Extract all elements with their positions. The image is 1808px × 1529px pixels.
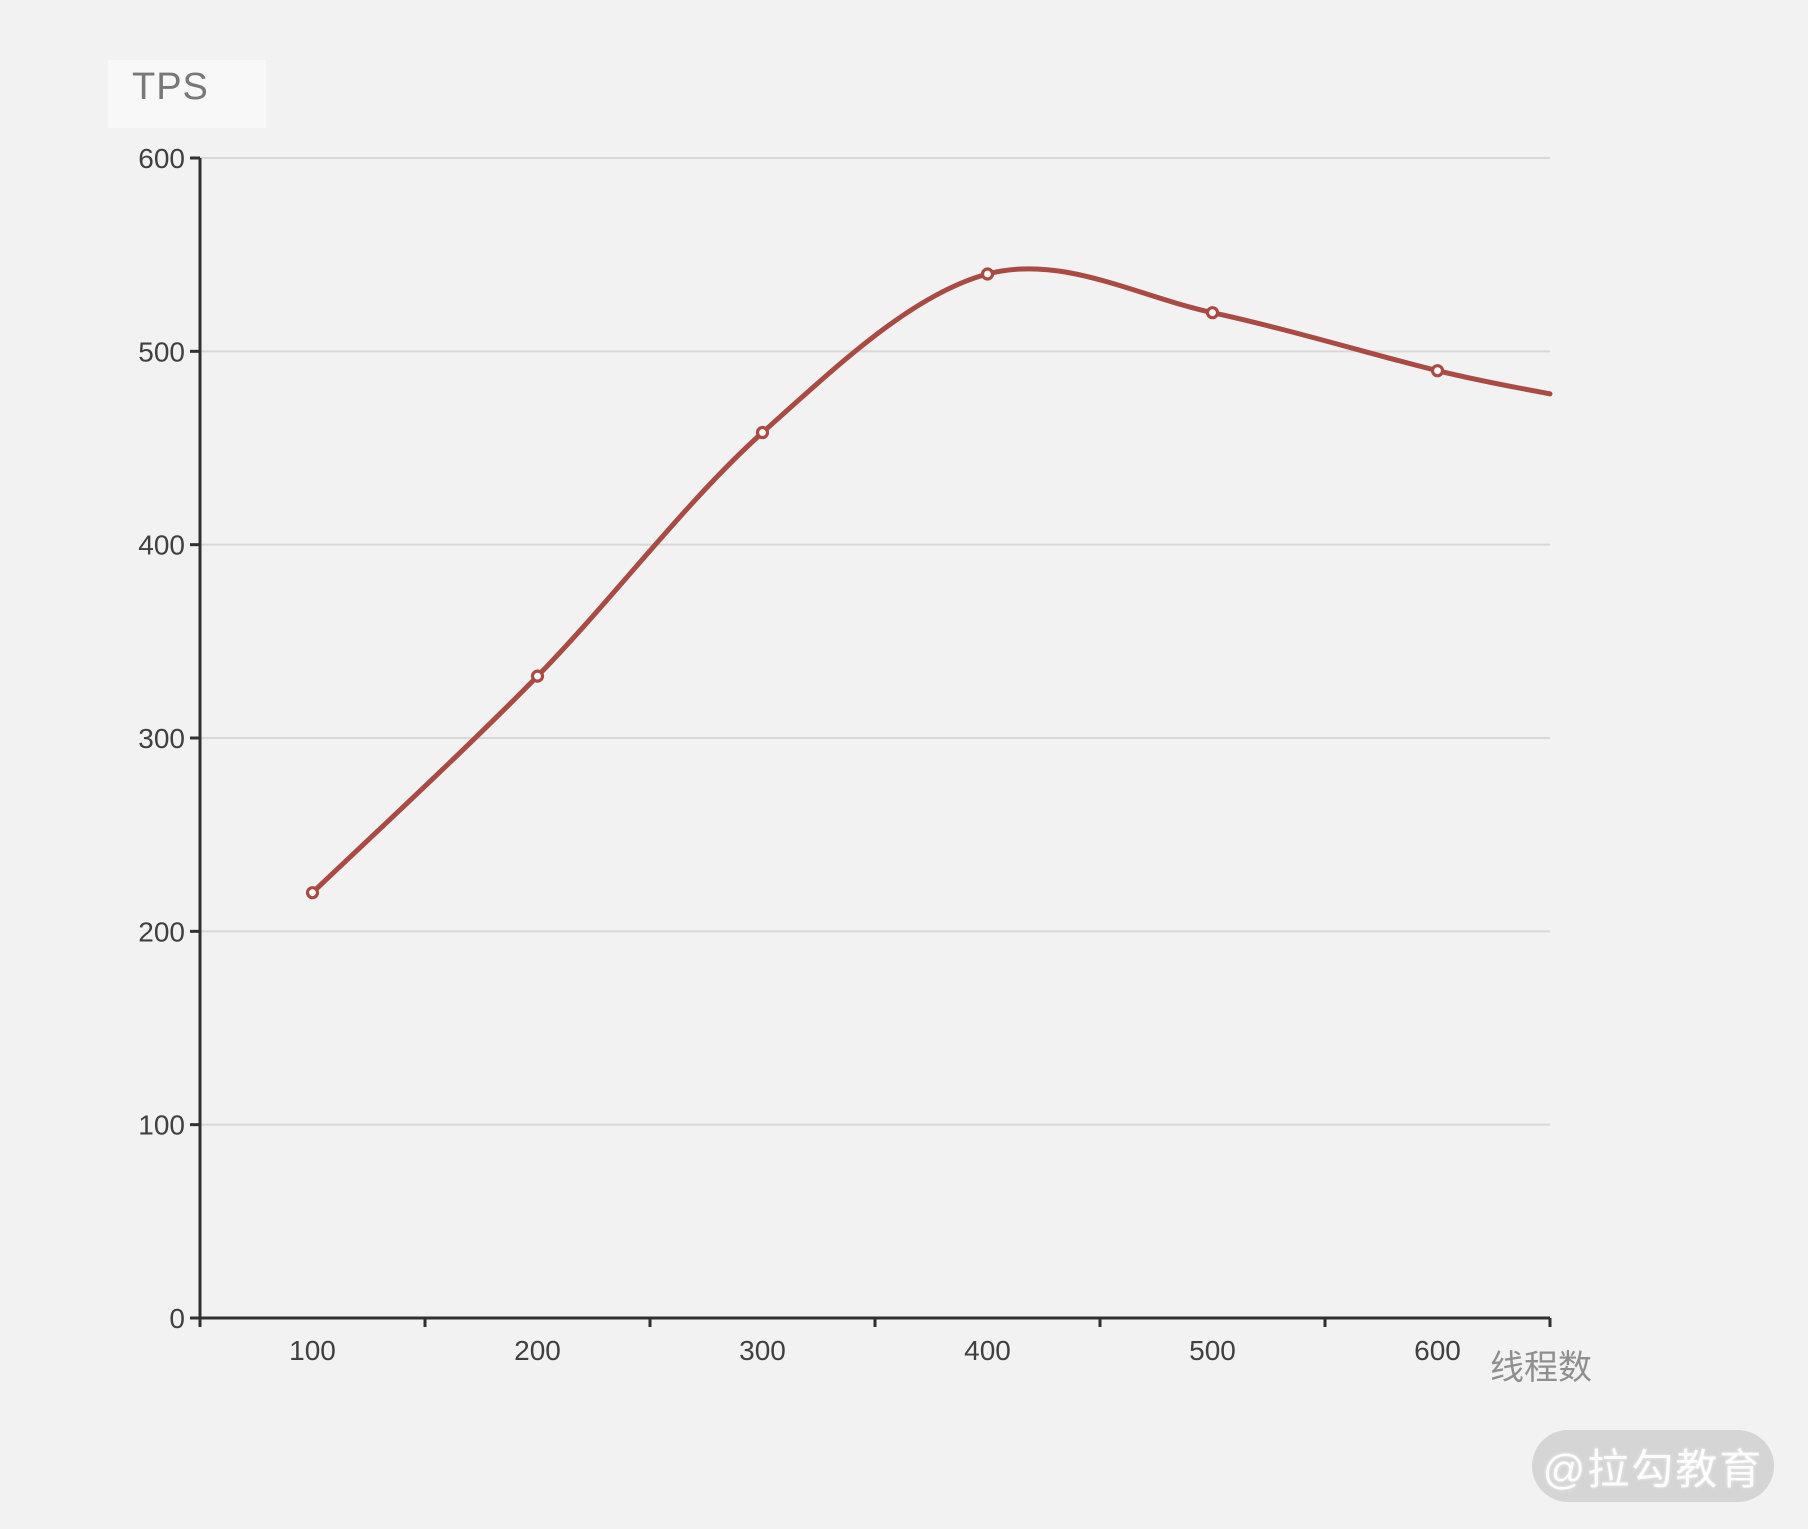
data-point-marker <box>755 425 770 440</box>
x-tick-label: 100 <box>289 1335 336 1366</box>
watermark-badge: @拉勾教育 <box>1532 1430 1774 1502</box>
data-point-marker <box>1205 306 1220 320</box>
x-tick-label: 400 <box>964 1335 1011 1366</box>
x-tick-label: 500 <box>1189 1335 1236 1366</box>
data-point-marker <box>305 886 320 900</box>
y-tick-label: 0 <box>169 1303 185 1334</box>
y-tick-label: 100 <box>138 1110 185 1141</box>
x-tick-label: 600 <box>1414 1335 1461 1366</box>
watermark-text: @拉勾教育 <box>1542 1445 1764 1493</box>
x-axis-title: 线程数 <box>1490 1349 1592 1387</box>
y-tick-label: 400 <box>138 530 185 561</box>
y-tick-label: 600 <box>138 143 185 174</box>
data-point-marker <box>530 669 545 683</box>
y-tick-label: 300 <box>138 723 185 754</box>
chart-title: TPS <box>132 66 209 108</box>
data-point-marker <box>1430 364 1445 378</box>
x-tick-label: 300 <box>739 1335 786 1366</box>
tps-series-line <box>310 266 1553 896</box>
x-tick-label: 200 <box>514 1335 561 1366</box>
title-highlight <box>108 60 266 128</box>
data-point-marker <box>980 267 995 281</box>
y-tick-label: 200 <box>138 916 185 947</box>
y-tick-label: 500 <box>138 336 185 367</box>
